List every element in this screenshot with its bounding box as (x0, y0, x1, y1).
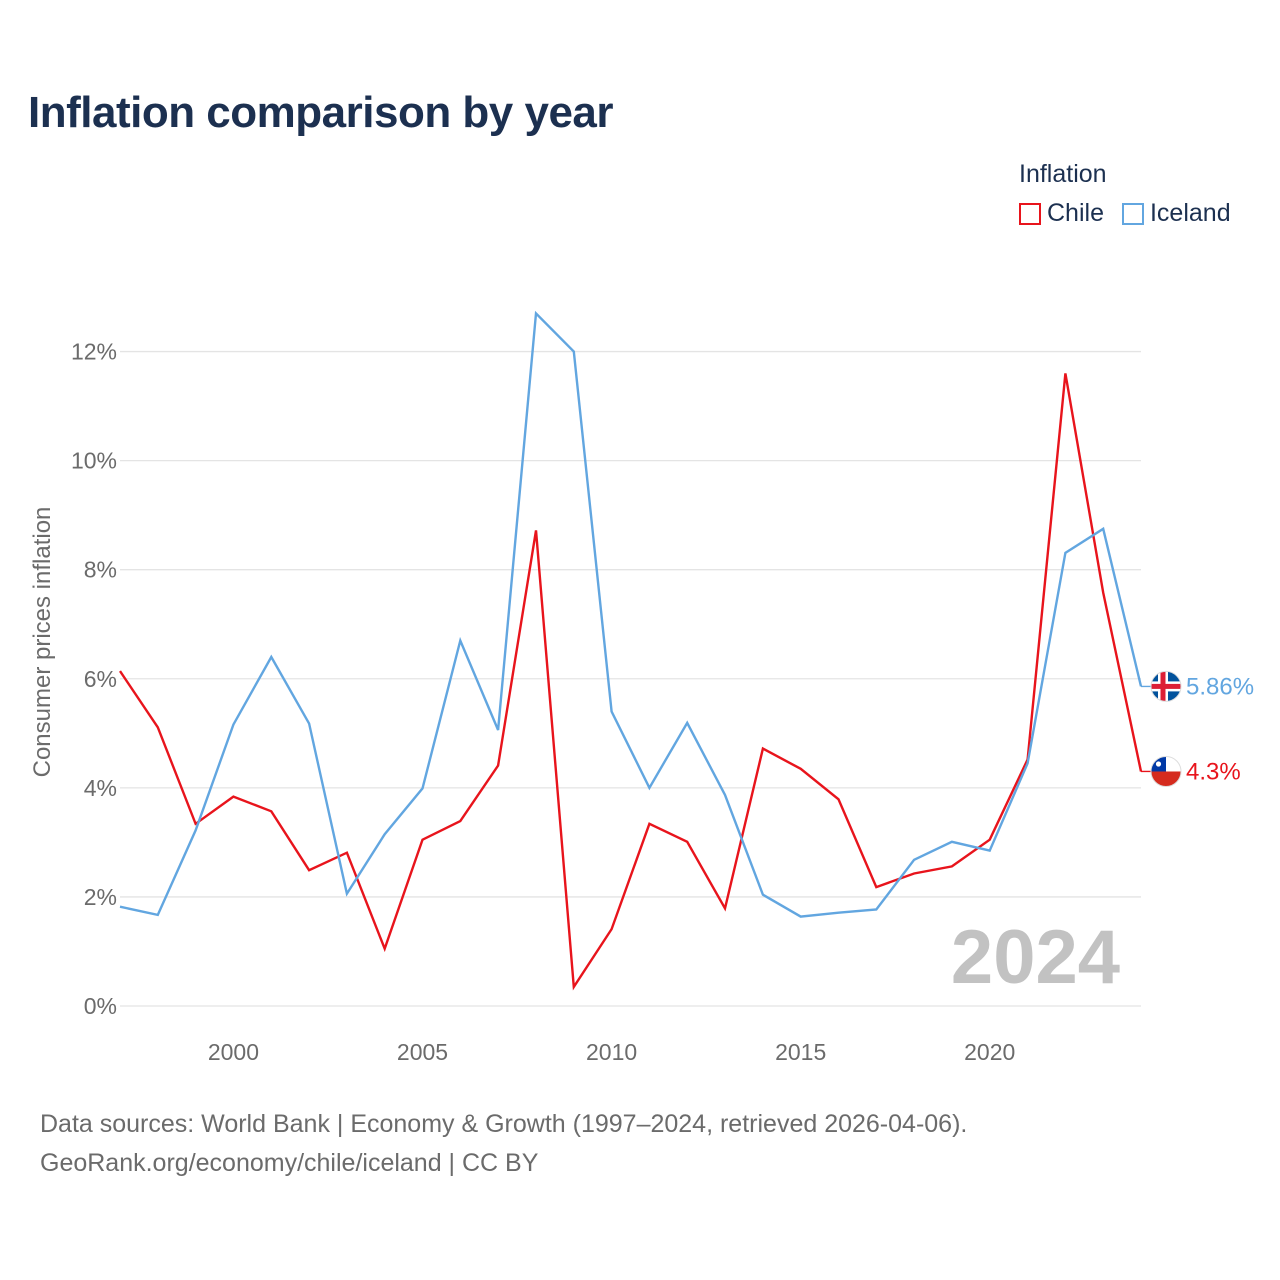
x-tick-label: 2015 (775, 1039, 826, 1065)
flag-star (1155, 761, 1162, 767)
series-line-chile[interactable] (119, 373, 1143, 991)
source-note: Data sources: World Bank | Economy & Gro… (40, 1105, 967, 1183)
iceland-flag-icon (1151, 671, 1181, 702)
flag-ring (1150, 755, 1182, 787)
y-tick-label: 10% (71, 448, 117, 474)
chart-title: Inflation comparison by year (28, 88, 614, 137)
y-tick-label: 0% (84, 993, 117, 1019)
x-tick-label: 2010 (586, 1039, 637, 1065)
legend-label-chile: Chile (1047, 199, 1104, 227)
end-value-label-iceland: 5.86% (1186, 673, 1254, 700)
year-watermark: 2024 (951, 915, 1120, 1000)
legend: Inflation Chile Iceland (1019, 160, 1249, 228)
legend-title: Inflation (1019, 160, 1107, 188)
flag-cross-v-red (1160, 671, 1166, 702)
y-tick-label: 8% (84, 557, 117, 583)
flag-red-band (1151, 771, 1181, 787)
y-tick-label: 2% (84, 884, 117, 910)
y-axis-title: Consumer prices inflation (29, 507, 56, 778)
source-line-1: Data sources: World Bank | Economy & Gro… (40, 1110, 968, 1138)
end-value-label-chile: 4.3% (1186, 758, 1241, 785)
y-tick-label: 6% (84, 666, 117, 692)
legend-item-chile[interactable]: Chile (1019, 199, 1104, 228)
legend-swatch-chile (1019, 202, 1041, 225)
legend-item-iceland[interactable]: Iceland (1121, 199, 1231, 228)
line-chart: 0% 2% 4% 6% 8% 10% 12% 2000 2005 2010 2015 2020 Cons… (29, 310, 1254, 1065)
x-tick-label: 2005 (397, 1039, 448, 1065)
flag-ring (1150, 670, 1182, 702)
x-tick-label: 2020 (964, 1039, 1015, 1065)
series-line-iceland[interactable] (119, 310, 1143, 918)
x-tick-label: 2000 (208, 1039, 259, 1065)
legend-swatch-iceland (1121, 202, 1144, 225)
chile-flag-icon (1151, 756, 1181, 787)
source-line-2[interactable]: GeoRank.org/economy/chile/iceland | CC B… (40, 1149, 539, 1177)
y-tick-label: 12% (71, 339, 117, 365)
legend-label-iceland: Iceland (1149, 199, 1231, 227)
flag-cross-h-red (1151, 683, 1181, 689)
y-tick-label: 4% (84, 775, 117, 801)
